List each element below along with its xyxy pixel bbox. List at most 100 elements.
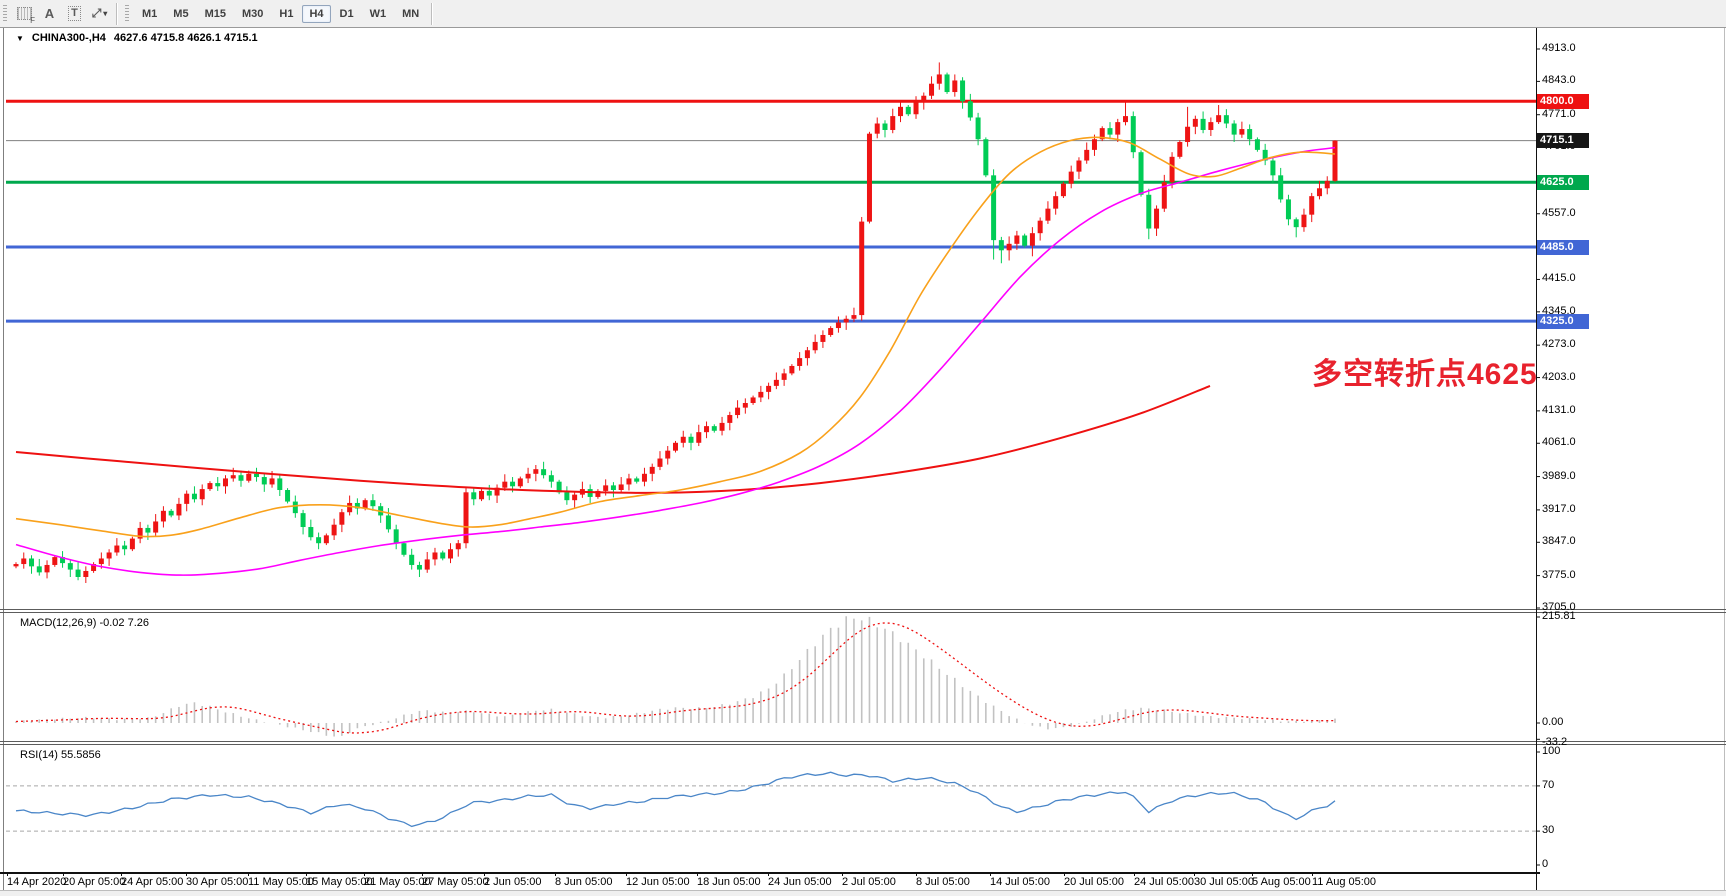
price-tick-4843: 4843.0	[1542, 74, 1576, 87]
text-box-tool[interactable]: T	[62, 3, 87, 25]
candle	[1293, 219, 1299, 228]
toolbar-grip	[3, 4, 7, 23]
toolbar-grip-2	[125, 4, 129, 23]
candle	[230, 475, 236, 479]
candle	[176, 503, 182, 516]
candle	[300, 513, 306, 528]
candle	[742, 403, 748, 408]
candle	[362, 500, 368, 509]
candle	[1107, 128, 1113, 135]
candle	[254, 473, 260, 478]
candle	[859, 221, 865, 316]
timeframe-button-M30[interactable]: M30	[241, 7, 264, 20]
candle	[354, 502, 360, 509]
timeframe-button-M1[interactable]: M1	[142, 7, 158, 20]
candle	[735, 407, 741, 416]
date-label: 30 Jul 05:00	[1194, 876, 1254, 888]
date-label: 24 Apr 05:00	[121, 876, 184, 888]
candle	[517, 478, 523, 487]
timeframe-button-D1[interactable]: D1	[339, 7, 354, 20]
candle	[828, 328, 834, 335]
timeframe-buttons: M1 M5 M15 M30 H1 H4 D1 W1 MN	[134, 4, 427, 23]
candle	[595, 490, 601, 497]
candle	[843, 318, 849, 323]
candle	[409, 554, 415, 565]
grid-icon	[17, 7, 32, 20]
candle	[556, 481, 562, 493]
candle	[269, 478, 275, 485]
candle	[1285, 199, 1291, 220]
candle	[882, 123, 888, 130]
candle	[773, 379, 779, 386]
candle	[207, 483, 213, 490]
candle	[1053, 196, 1059, 209]
date-label: 20 Apr 05:00	[63, 876, 126, 888]
candle	[98, 558, 104, 565]
dropdown-caret-icon: ▾	[103, 9, 108, 18]
candle	[641, 473, 647, 482]
chart-text-annotation[interactable]: 多空转折点4625	[1312, 358, 1538, 391]
macd-signal-line	[15, 622, 1336, 734]
candle	[1223, 115, 1229, 124]
price-tick-4771: 4771.0	[1542, 107, 1576, 120]
candle	[222, 478, 228, 487]
candle	[1138, 152, 1144, 195]
candle	[1161, 182, 1167, 209]
candle	[1099, 128, 1105, 140]
candle	[238, 475, 244, 481]
candle	[29, 558, 35, 567]
candle	[191, 493, 197, 500]
candle	[820, 334, 826, 342]
candle	[789, 365, 795, 374]
cursor-arrows-tool[interactable]: ⤢ ▾	[87, 3, 112, 25]
candle	[1029, 233, 1035, 246]
price-badge-4485.0: 4485.0	[1537, 239, 1589, 255]
text-label-icon: A	[44, 6, 55, 21]
candle	[1123, 116, 1129, 123]
candle	[52, 557, 58, 565]
price-tick-4557: 4557.0	[1542, 206, 1576, 219]
candle	[952, 80, 958, 93]
candle	[998, 240, 1004, 251]
macd-tick-zero: 0.00	[1542, 716, 1564, 728]
price-tick-3847: 3847.0	[1542, 535, 1576, 548]
date-label: 24 Jul 05:00	[1134, 876, 1194, 888]
candle	[385, 515, 391, 530]
candle	[331, 524, 337, 536]
chart-title: ▼ CHINA300-,H4 4627.6 4715.8 4626.1 4715…	[16, 32, 258, 44]
timeframe-button-M5[interactable]: M5	[173, 7, 189, 20]
timeframe-button-W1[interactable]: W1	[369, 7, 387, 20]
chevron-down-icon[interactable]: ▼	[16, 33, 24, 43]
candle	[36, 566, 42, 573]
candle	[83, 570, 89, 577]
candle	[603, 485, 609, 491]
candle	[145, 527, 151, 533]
toolbar: F A T ⤢ ▾ M1 M5 M15 M30 H1 H4 D1 W1 MN	[0, 0, 1726, 28]
candle	[835, 322, 841, 329]
effects-grid-tool[interactable]: F	[12, 3, 37, 25]
candle	[160, 510, 166, 522]
candle	[960, 80, 966, 102]
candle	[277, 478, 283, 490]
text-label-tool[interactable]: A	[37, 3, 62, 25]
timeframe-button-M15[interactable]: M15	[204, 7, 226, 20]
timeframe-button-MN[interactable]: MN	[402, 7, 420, 20]
candle	[541, 469, 547, 476]
date-label: 5 Aug 05:00	[1252, 876, 1311, 888]
timeframe-button-H4[interactable]: H4	[302, 4, 331, 23]
candle	[1130, 116, 1136, 153]
date-label: 21 May 05:00	[364, 876, 431, 888]
candle	[1216, 115, 1222, 123]
candle	[1208, 122, 1214, 130]
candle	[510, 481, 516, 487]
candle	[60, 557, 66, 564]
candle	[1146, 194, 1152, 229]
candle	[494, 487, 500, 496]
timeframe-button-H1[interactable]: H1	[279, 7, 294, 20]
date-label: 15 May 05:00	[306, 876, 373, 888]
candle	[626, 478, 632, 485]
candle	[1316, 188, 1322, 197]
candle	[246, 473, 252, 481]
candle	[292, 501, 298, 514]
